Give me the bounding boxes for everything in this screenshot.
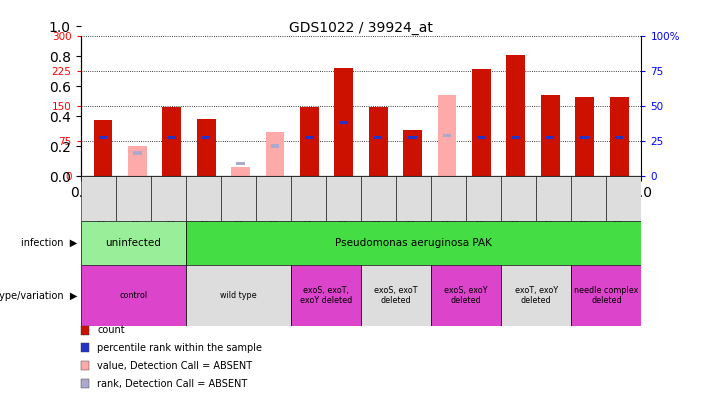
Text: infection  ▶: infection ▶ [21,238,77,248]
Title: GDS1022 / 39924_at: GDS1022 / 39924_at [289,21,433,35]
Bar [231,167,250,176]
Bar [93,120,112,176]
Text: rank, Detection Call = ABSENT: rank, Detection Call = ABSENT [97,379,247,388]
Bar [168,136,176,139]
Bar [501,176,536,221]
Bar [431,265,501,326]
Bar [409,136,417,139]
Bar [116,176,151,221]
Bar [186,221,641,265]
Bar [266,132,285,176]
Bar [466,176,501,221]
Bar [606,176,641,221]
Bar [99,136,107,139]
Bar [151,176,186,221]
Text: percentile rank within the sample: percentile rank within the sample [97,343,262,353]
Text: exoS, exoT
deleted: exoS, exoT deleted [374,286,418,305]
Bar [221,176,256,221]
Bar [477,136,486,139]
Bar [501,265,571,326]
Bar [128,146,147,176]
Bar [580,136,589,139]
Bar [163,107,182,176]
Bar [536,176,571,221]
Bar [437,95,456,176]
Text: needle complex
deleted: needle complex deleted [574,286,639,305]
Bar [305,136,313,139]
Text: uninfected: uninfected [105,238,161,248]
Bar [396,176,431,221]
Bar [512,136,520,139]
Text: genotype/variation  ▶: genotype/variation ▶ [0,291,77,301]
Bar [506,55,525,176]
Bar [403,130,422,176]
Bar [291,176,326,221]
Bar [81,176,116,221]
Bar [472,69,491,176]
Text: exoS, exoT,
exoY deleted: exoS, exoT, exoY deleted [300,286,352,305]
Bar [431,176,466,221]
Bar [443,134,451,137]
Bar [326,176,361,221]
Bar [197,119,216,176]
Bar [374,136,383,139]
Bar [202,136,210,139]
Bar [339,121,348,124]
Bar [361,265,431,326]
Text: control: control [119,291,147,300]
Bar [81,221,186,265]
Bar [186,265,291,326]
Bar [334,68,353,176]
Text: count: count [97,325,125,335]
Bar [236,162,245,165]
Bar [369,107,388,176]
Text: exoT, exoY
deleted: exoT, exoY deleted [515,286,558,305]
Text: Pseudomonas aeruginosa PAK: Pseudomonas aeruginosa PAK [335,238,492,248]
Bar [546,136,554,139]
Bar [540,95,559,176]
Text: value, Detection Call = ABSENT: value, Detection Call = ABSENT [97,361,252,371]
Text: exoS, exoY
deleted: exoS, exoY deleted [444,286,488,305]
Bar [291,265,361,326]
Bar [300,107,319,176]
Bar [571,265,641,326]
Bar [615,136,623,139]
Bar [271,144,279,147]
Bar [571,176,606,221]
Bar [361,176,396,221]
Bar [133,151,142,155]
Bar [610,97,629,176]
Bar [186,176,221,221]
Bar [256,176,291,221]
Text: wild type: wild type [220,291,257,300]
Bar [576,97,594,176]
Bar [81,265,186,326]
